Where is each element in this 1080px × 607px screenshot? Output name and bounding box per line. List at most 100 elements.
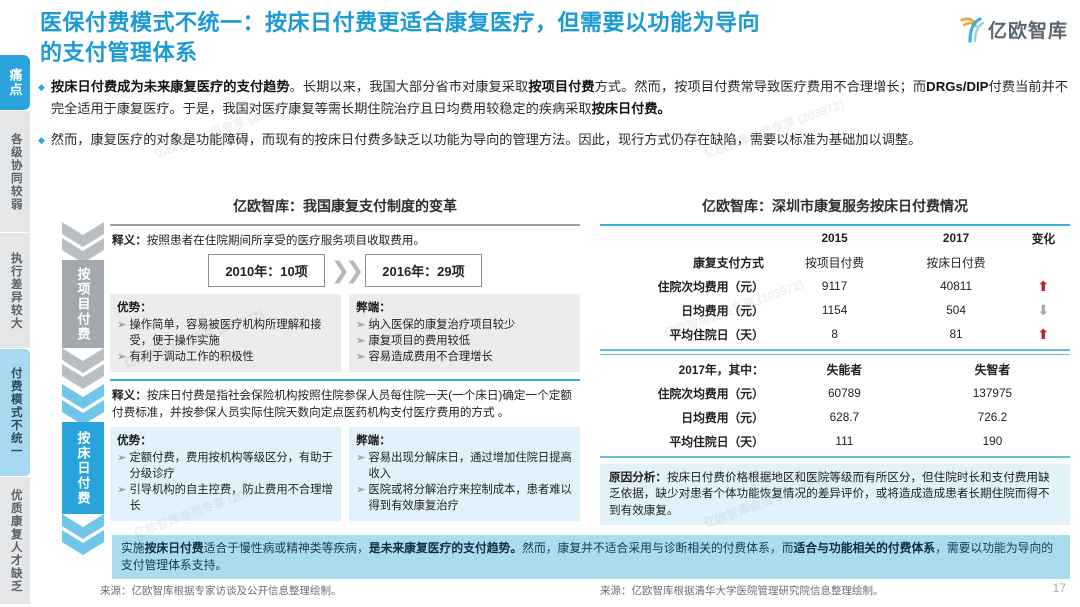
pain-point-sidebar: 痛点 各级协同较弱 执行差异较大 付费模式不统一 优质康复人才缺乏 — [0, 55, 30, 607]
cell-disabled-daily-cost: 628.7 — [829, 410, 860, 424]
chevron-right-icon: ➢ — [356, 335, 366, 347]
th-2017-breakdown: 2017年，其中： — [678, 362, 764, 377]
row-label-avg-days: 平均住院日（天） — [669, 327, 764, 342]
flow-step-fee-for-service[interactable]: 按项目付费 — [60, 260, 106, 348]
list-item: ➢ 容易出现分解床日，通过增加住院日提高收入 — [356, 450, 573, 482]
sidebar-item-payment-model[interactable]: 付费模式不统一 — [0, 349, 30, 477]
list-item: ➢ 康复项目的费用较低 — [356, 333, 573, 349]
cell-2015-daily-cost: 1154 — [821, 303, 848, 317]
section1-def-label: 释义： — [112, 234, 147, 247]
flow-step-per-diem[interactable]: 按床日付费 — [60, 422, 106, 514]
sidebar-item-execution[interactable]: 执行差异较大 — [0, 233, 30, 349]
cell-2015-payment-method: 按项目付费 — [805, 255, 865, 270]
list-item-text: 定额付费，费用按机构等级区分，有助于分级诊疗 — [129, 452, 333, 480]
table-row: 平均住院日（天） 8 81 ⬆ — [600, 322, 1070, 346]
table-row: 住院次均费用（元） 60789 137975 — [600, 381, 1070, 405]
list-item-text: 纳入医保的康复治疗项目较少 — [368, 319, 516, 331]
source-right: 来源：亿欧智库根据清华大学医院管理研究院信息整理绘制。 — [600, 585, 884, 597]
sidebar-header-painpoint: 痛点 — [0, 55, 30, 111]
table-row: 日均费用（元） 628.7 726.2 — [600, 405, 1070, 429]
chevron-right-icon: ➢ — [356, 351, 366, 363]
right-panel-title: 亿欧智库：深圳市康复服务按床日付费情况 — [702, 198, 968, 214]
arrow-up-icon: ⬆ — [1037, 325, 1050, 342]
section2-cons: 弊端： ➢ 容易出现分解床日，通过增加住院日提高收入 ➢ 医院或将分解治疗来控制成本，… — [349, 427, 580, 521]
section2-cons-title: 弊端： — [356, 434, 391, 447]
brand-logo: 亿欧智库 — [959, 14, 1068, 44]
logo-mark-icon — [959, 14, 985, 44]
list-item: ➢ 操作简单，容易被医疗机构所理解和接受，便于操作实施 — [117, 317, 334, 349]
chevron-right-icon: ➢ — [117, 319, 127, 331]
th-2015: 2015 — [821, 231, 848, 245]
arrow-down-icon: ⬇ — [1037, 301, 1050, 318]
section2-cons-list: ➢ 容易出现分解床日，通过增加住院日提高收入 ➢ 医院或将分解治疗来控制成本，患者难以… — [356, 450, 573, 514]
section2-pros-list: ➢ 定额付费，费用按机构等级区分，有助于分级诊疗 ➢ 引导机构的自主控费，防止费用不合… — [117, 450, 334, 514]
intro-bullet-1-text: 按床日付费成为未来康复医疗的支付趋势。长期以来，我国大部分省市对康复采取按项目付… — [50, 79, 1069, 116]
cell-2017-daily-cost: 504 — [946, 303, 966, 317]
list-item-text: 引导机构的自主控费，防止费用不合理增长 — [129, 484, 333, 512]
table-bottom-rule — [600, 349, 1070, 351]
cell-2017-avg-days: 81 — [949, 327, 963, 341]
left-panel-title: 亿欧智库：我国康复支付制度的变革 — [233, 198, 457, 214]
list-item: ➢ 有利于调动工作的积极性 — [117, 349, 334, 365]
cell-disabled-avg-cost: 60789 — [827, 386, 861, 400]
flow-step-label-1: 按项目付费 — [75, 266, 91, 342]
section1-cons: 弊端： ➢ 纳入医保的康复治疗项目较少 ➢ 康复项目的费用较低 ➢ 容易造成费用不合理增长 — [349, 294, 580, 372]
table-row: 住院次均费用（元） 9117 40811 ⬆ — [600, 274, 1070, 298]
section1-cons-title: 弊端： — [356, 301, 391, 314]
section2-pros-cons: 优势： ➢ 定额付费，费用按机构等级区分，有助于分级诊疗 ➢ 引导机构的自主控费，防止… — [110, 427, 580, 521]
row-label-daily-cost: 日均费用（元） — [681, 303, 764, 318]
row2-label-daily-cost: 日均费用（元） — [681, 410, 764, 425]
shenzhen-per-diem-table: 2015 2017 变化 康复支付方式 按项目付费 按床日付费 住院次均费用（元… — [600, 226, 1070, 346]
payment-flow-column: 按项目付费 按床日付费 — [60, 222, 106, 562]
table-row: 平均住院日（天） 111 190 — [600, 429, 1070, 453]
list-item: ➢ 医院或将分解治疗来控制成本，患者难以得到有效康复治疗 — [356, 482, 573, 514]
cell-change-payment-method — [1017, 250, 1070, 274]
chevron-right-icon: ➢ — [117, 452, 127, 464]
section2-def-text: 按床日付费是指社会保险机构按照住院参保人员每住院一天(一个床日)确定一个定额付费… — [112, 389, 572, 419]
cell-2015-avg-days: 8 — [831, 327, 838, 341]
sidebar-item-collaboration[interactable]: 各级协同较弱 — [0, 111, 30, 233]
row-label-avg-cost-per-stay: 住院次均费用（元） — [657, 279, 764, 294]
section2-def-label: 释义： — [112, 389, 147, 402]
diamond-bullet-icon: ◆ — [38, 82, 45, 92]
cell-2017-payment-method: 按床日付费 — [926, 255, 986, 270]
list-item: ➢ 纳入医保的康复治疗项目较少 — [356, 317, 573, 333]
source-left: 来源：亿欧智库根据专家访谈及公开信息整理绘制。 — [100, 585, 342, 597]
list-item-text: 容易造成费用不合理增长 — [368, 351, 493, 363]
section1-pros-cons: 优势： ➢ 操作简单，容易被医疗机构所理解和接受，便于操作实施 ➢ 有利于调动工作的积… — [110, 294, 580, 372]
logo-text: 亿欧智库 — [987, 20, 1068, 42]
cell-change-avg-days: ⬆ — [1017, 322, 1070, 346]
row-label-payment-method: 康复支付方式 — [693, 255, 764, 270]
cell-2017-avg-cost: 40811 — [940, 279, 973, 293]
section2-definition: 释义：按床日付费是指社会保险机构按照住院参保人员每住院一天(一个床日)确定一个定… — [110, 381, 580, 424]
list-item-text: 容易出现分解床日，通过增加住院日提高收入 — [368, 452, 572, 480]
cell-change-daily-cost: ⬇ — [1017, 298, 1070, 322]
table2-top-rule — [600, 353, 1070, 355]
year-progression: 2010年：10项 ❯❯ 2016年：29项 — [110, 254, 580, 287]
list-item-text: 有利于调动工作的积极性 — [129, 351, 254, 363]
intro-bullet-2: ◆ 然而，康复医疗的对象是功能障碍，而现有的按床日付费多缺乏以功能为导向的管理方… — [38, 129, 1068, 151]
arrow-up-icon: ⬆ — [1037, 277, 1050, 294]
list-item: ➢ 容易造成费用不合理增长 — [356, 349, 573, 365]
flow-step-label-2: 按床日付费 — [75, 430, 91, 506]
summary-text: 实施按床日付费适合于慢性病或精神类等疾病，是未来康复医疗的支付趋势。然而，康复并… — [121, 541, 1054, 572]
cause-analysis-text: 按床日付费价格根据地区和医院等级而有所区分，但住院时长和支付费用缺乏依据，缺少对… — [609, 470, 1050, 517]
table2-bottom-rule — [600, 456, 1070, 458]
row2-label-avg-days: 平均住院日（天） — [669, 434, 764, 449]
list-item-text: 操作简单，容易被医疗机构所理解和接受，便于操作实施 — [129, 319, 322, 347]
intro-bullet-1: ◆ 按床日付费成为未来康复医疗的支付趋势。长期以来，我国大部分省市对康复采取按项… — [38, 76, 1068, 120]
sidebar-item-talent-shortage[interactable]: 优质康复人才缺乏 — [0, 477, 30, 605]
left-panel: 亿欧智库：我国康复支付制度的变革 释义：按照患者在住院期间所享受的医疗服务项目收… — [110, 196, 580, 521]
right-panel-divider — [600, 224, 1070, 226]
year-to-box: 2016年：29项 — [365, 254, 482, 287]
diamond-bullet-icon: ◆ — [38, 135, 45, 145]
section2-pros: 优势： ➢ 定额付费，费用按机构等级区分，有助于分级诊疗 ➢ 引导机构的自主控费，防止… — [110, 427, 341, 521]
table-row-payment-method: 康复支付方式 按项目付费 按床日付费 — [600, 250, 1070, 274]
right-panel: 亿欧智库：深圳市康复服务按床日付费情况 2015 2017 变化 康复支付方式 … — [600, 196, 1070, 525]
chevron-right-icon: ➢ — [117, 351, 127, 363]
section1-pros: 优势： ➢ 操作简单，容易被医疗机构所理解和接受，便于操作实施 ➢ 有利于调动工作的积… — [110, 294, 341, 372]
left-panel-divider — [110, 224, 580, 226]
page-title-line2: 的支付管理体系 — [40, 40, 198, 65]
section1-def-text: 按照患者在住院期间所享受的医疗服务项目收取费用。 — [146, 234, 426, 247]
